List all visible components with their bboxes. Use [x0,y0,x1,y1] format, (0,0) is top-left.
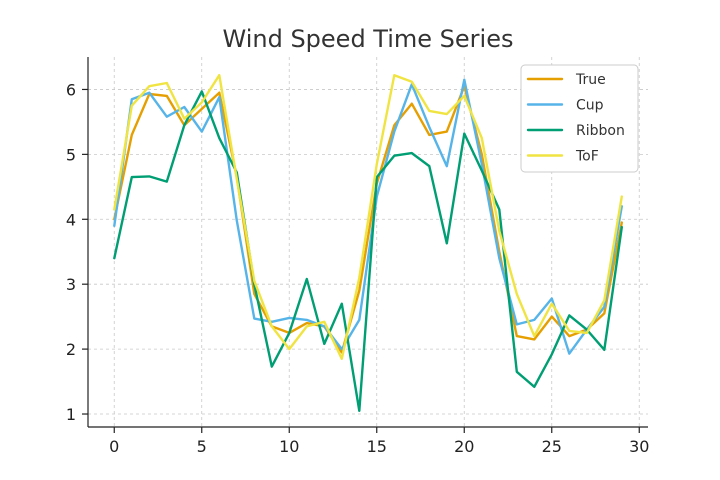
legend: True Cup Ribbon ToF [520,64,639,173]
series-lines [113,73,623,412]
x-tick-label: 20 [454,437,474,456]
x-axis-ticks: 0 5 10 15 20 25 30 [109,427,649,456]
y-tick-label: 2 [66,340,76,359]
series-line-tof [113,73,623,360]
legend-box [520,64,639,173]
y-tick-label: 4 [66,210,76,229]
y-tick-label: 1 [66,405,76,424]
axes [87,57,648,428]
y-tick-label: 5 [66,145,76,164]
x-tick-label: 5 [197,437,207,456]
x-tick-label: 0 [109,437,119,456]
y-tick-label: 3 [66,275,76,294]
series-line-ribbon [113,90,623,412]
x-tick-label: 30 [629,437,649,456]
legend-label-tof: ToF [575,149,599,165]
legend-label-cup: Cup [576,98,604,114]
legend-label-ribbon: Ribbon [576,123,625,139]
x-tick-label: 10 [279,437,299,456]
y-axis-ticks: 1 2 3 4 5 6 [66,80,88,424]
grid [88,57,648,427]
chart-title: Wind Speed Time Series [223,25,514,53]
x-tick-label: 15 [367,437,387,456]
x-tick-label: 25 [542,437,562,456]
legend-label-true: True [575,72,606,88]
series-line-true [113,84,623,354]
series-line-cup [113,78,623,355]
y-tick-label: 6 [66,80,76,99]
